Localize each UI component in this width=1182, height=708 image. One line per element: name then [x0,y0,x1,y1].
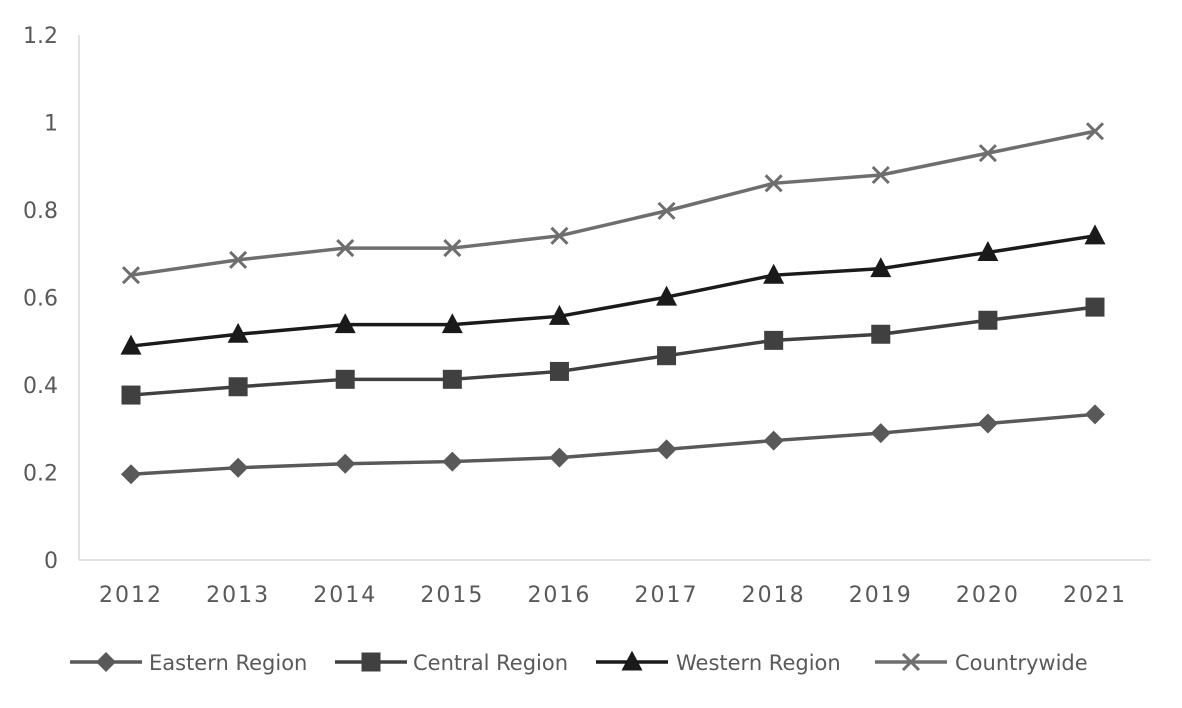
legend-marker [901,652,921,672]
series-eastern-region [121,404,1105,485]
y-tick-label: 0.2 [23,462,58,487]
data-point [550,226,569,245]
axes [78,35,1150,561]
data-point [549,447,570,468]
data-point [227,322,249,343]
series-layer [120,122,1106,485]
x-tick-label: 2015 [420,583,484,608]
y-tick-label: 1 [44,112,58,137]
legend-label: Western Region [676,651,841,675]
data-point [120,334,142,355]
data-point [443,239,462,258]
legend-label: Countrywide [955,651,1088,675]
data-point [229,250,248,269]
legend-item: Eastern Region [70,651,307,675]
data-point [977,241,999,261]
data-point [763,263,785,284]
y-tick-label: 0.8 [23,199,58,224]
data-point [657,201,676,220]
legend-label: Central Region [413,651,568,675]
series-line [130,305,1096,397]
x-tick-label: 2014 [313,583,377,608]
y-tick-label: 0 [44,549,58,574]
data-point [764,330,784,350]
data-point [656,285,678,306]
data-point [228,457,249,478]
x-tick-label: 2016 [527,583,591,608]
data-point [1085,297,1105,317]
data-point [121,385,141,405]
legend-item: Western Region [596,650,841,675]
data-point [978,144,997,163]
legend-item: Central Region [335,651,568,675]
x-tick-label: 2021 [1063,583,1127,608]
data-point [871,324,891,344]
data-point [121,266,141,285]
series-central-region [121,297,1105,405]
data-point [442,451,463,472]
data-point [336,239,355,258]
y-tick-label: 0.4 [23,374,58,399]
data-point [1084,224,1106,245]
legend-marker [96,652,116,672]
data-point [335,453,356,474]
x-tick-labels: 2012 2013 2014 2015 2016 2017 2018 2019 2020 2021 [99,583,1127,608]
series-western-region [120,224,1106,355]
series-countrywide [121,122,1105,285]
data-point [763,430,784,451]
legend-marker [361,652,381,672]
x-tick-label: 2018 [742,583,806,608]
y-tick-labels: 0 0.2 0.4 0.6 0.8 1 1.2 [23,24,58,574]
series-line [130,234,1096,348]
data-point [764,174,783,193]
data-point [657,346,677,366]
data-point [1085,122,1105,141]
y-tick-label: 0.6 [23,287,58,312]
data-point [335,369,355,389]
data-point [228,377,248,397]
x-tick-label: 2013 [206,583,270,608]
x-tick-label: 2019 [849,583,913,608]
data-point [870,257,892,278]
data-point [656,439,677,460]
data-point [121,464,141,485]
data-point [978,310,998,330]
data-point [1085,404,1105,425]
series-line [130,129,1096,277]
legend-label: Eastern Region [149,651,307,675]
series-line [130,412,1096,476]
legend: Eastern Region Central Region Western Regi… [70,650,1088,675]
x-tick-label: 2020 [956,583,1020,608]
data-point [871,165,890,185]
x-tick-label: 2017 [635,583,699,608]
data-point [441,313,463,334]
legend-marker [621,650,643,671]
data-point [442,369,462,389]
legend-item: Countrywide [875,651,1088,675]
data-point [870,423,891,444]
data-point [548,304,570,325]
y-tick-label: 1.2 [23,24,58,49]
x-tick-label: 2012 [99,583,163,608]
data-point [977,413,998,434]
data-point [549,361,569,381]
data-point [334,313,356,334]
